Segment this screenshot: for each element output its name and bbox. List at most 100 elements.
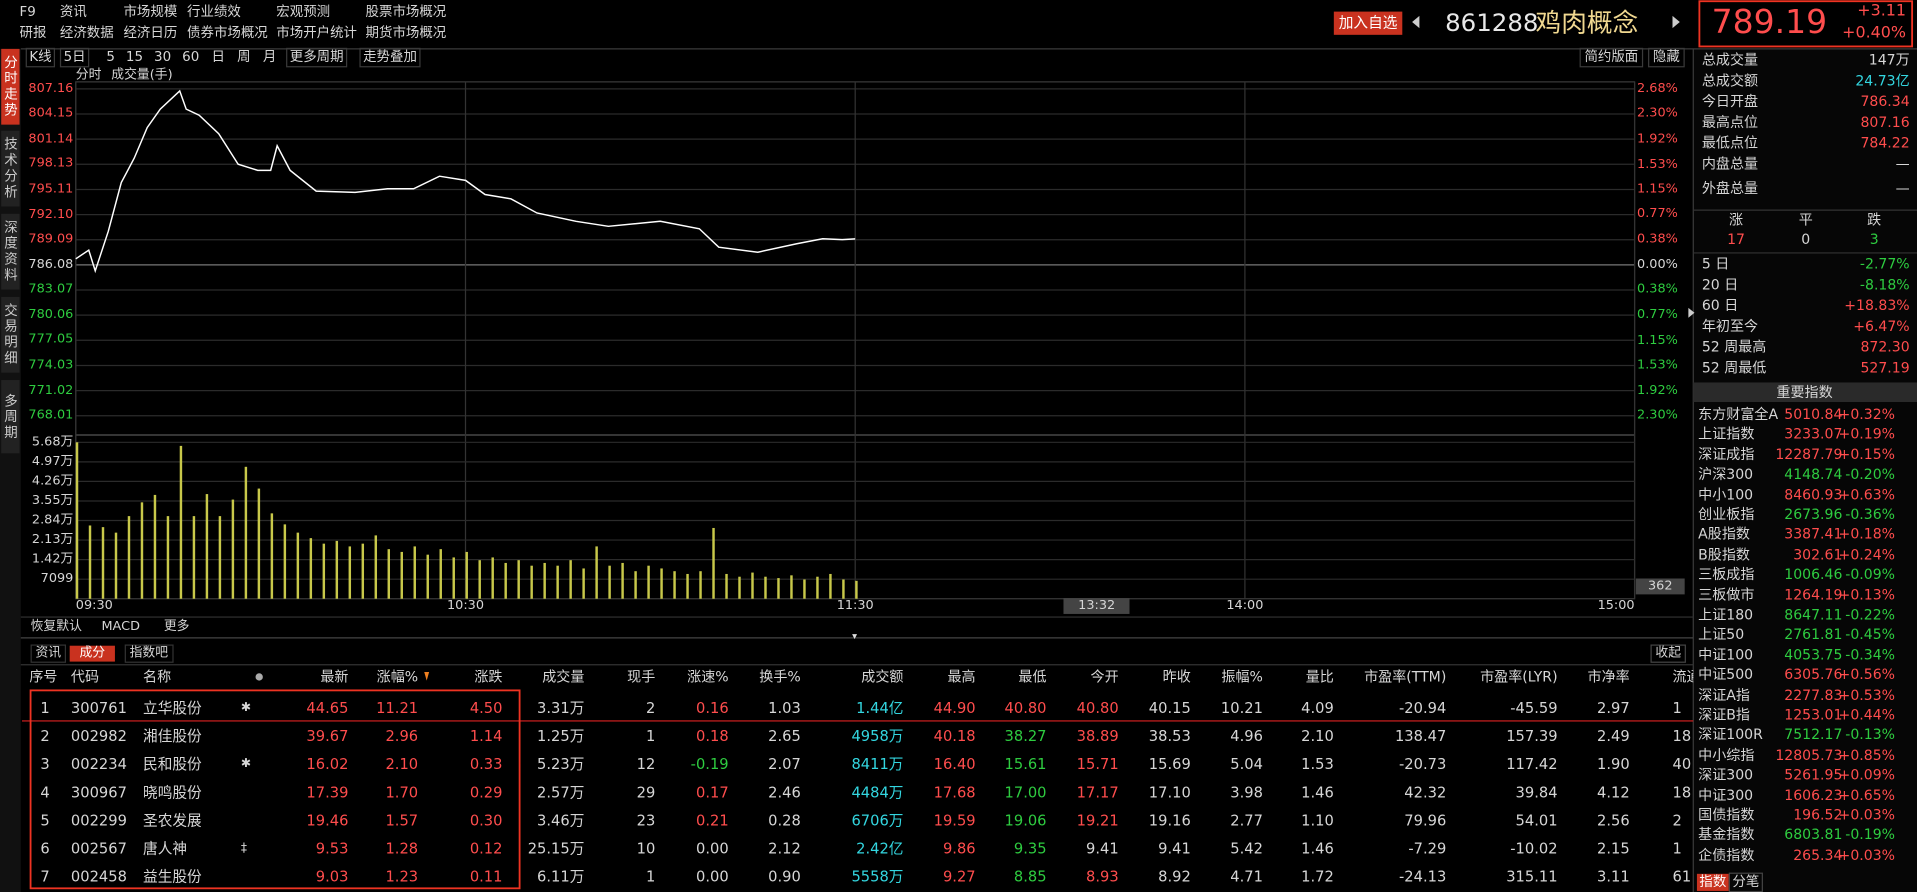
toolbar-item[interactable]: 周 bbox=[237, 49, 251, 65]
row-flag: ‡ bbox=[240, 841, 247, 856]
column-header[interactable]: 名称 bbox=[143, 668, 172, 686]
side-tab[interactable]: 深度资料 bbox=[1, 213, 20, 290]
toolbar-item[interactable]: 15 bbox=[125, 49, 144, 65]
column-header[interactable]: 最新 bbox=[320, 668, 349, 686]
column-header[interactable]: 换手% bbox=[759, 668, 801, 686]
toolbar-item[interactable]: 5 bbox=[106, 49, 115, 65]
table-cell: 9.86 bbox=[942, 840, 976, 858]
index-value: 4148.74 bbox=[1784, 465, 1843, 483]
side-tab[interactable]: 多周期 bbox=[1, 380, 20, 454]
column-header[interactable]: 市盈率(TTM) bbox=[1364, 668, 1447, 686]
index-value: 5010.84 bbox=[1784, 405, 1843, 423]
y2-tick-label: 1.53% bbox=[1637, 156, 1678, 172]
table-tab[interactable]: 资讯 bbox=[30, 644, 67, 663]
toolbar-item[interactable]: 走势叠加 bbox=[359, 47, 421, 68]
table-cell: 6 bbox=[40, 840, 50, 858]
column-header[interactable]: 现手 bbox=[627, 668, 656, 686]
table-cell: 17.17 bbox=[1076, 783, 1119, 801]
index-name: 上证50 bbox=[1698, 625, 1745, 643]
column-header[interactable]: 最高 bbox=[947, 668, 976, 686]
column-header[interactable]: 最低 bbox=[1018, 668, 1047, 686]
table-cell: 9.27 bbox=[942, 868, 976, 886]
table-cell: 3.46万 bbox=[537, 811, 585, 830]
menu-item[interactable]: 债券市场概况 bbox=[187, 24, 268, 41]
toolbar-item[interactable]: 隐藏 bbox=[1648, 47, 1685, 68]
table-cell: 17.10 bbox=[1148, 783, 1191, 801]
collapse-button[interactable]: 收起 bbox=[1650, 644, 1686, 663]
index-name: 基金指数 bbox=[1698, 826, 1755, 844]
column-header[interactable]: 昨收 bbox=[1162, 668, 1191, 686]
menu-item[interactable]: F9 bbox=[19, 3, 36, 20]
column-header[interactable]: 序号 bbox=[29, 668, 58, 686]
indicator-tab[interactable]: 更多 bbox=[163, 618, 190, 634]
toolbar-item[interactable]: 5日 bbox=[59, 47, 90, 68]
index-tab[interactable]: 分笔 bbox=[1728, 872, 1763, 892]
column-header[interactable]: 涨跌 bbox=[474, 668, 503, 686]
sort-arrow[interactable] bbox=[424, 672, 430, 681]
right-panel bbox=[1693, 48, 1917, 892]
volume-bar bbox=[348, 546, 352, 599]
table-cell: -0.19 bbox=[690, 755, 729, 773]
toolbar-item[interactable]: K线 bbox=[25, 47, 56, 68]
toolbar-item[interactable]: 月 bbox=[262, 49, 277, 65]
side-tab[interactable]: 分时走势 bbox=[1, 48, 20, 125]
prev-arrow[interactable] bbox=[1412, 15, 1420, 29]
toolbar-item[interactable]: 30 bbox=[154, 49, 172, 65]
index-name: 沪深300 bbox=[1698, 465, 1754, 483]
next-arrow[interactable] bbox=[1672, 15, 1680, 29]
column-header[interactable]: 市净率 bbox=[1587, 668, 1630, 686]
menu-item[interactable]: 行业绩效 bbox=[187, 3, 241, 20]
index-name: 中证100 bbox=[1698, 645, 1754, 664]
index-value: 4053.75 bbox=[1784, 645, 1843, 664]
column-header[interactable]: 量比 bbox=[1305, 668, 1334, 686]
toolbar-item[interactable]: 日 bbox=[211, 49, 225, 65]
x-tick-label: 09:30 bbox=[75, 598, 113, 613]
menu-item[interactable]: 宏观预测 bbox=[276, 3, 331, 20]
index-name: 上证180 bbox=[1698, 605, 1754, 623]
stat-label: 总成交额 bbox=[1701, 71, 1759, 89]
toolbar-item[interactable]: 简约版面 bbox=[1579, 47, 1644, 68]
y2-tick-label: 0.77% bbox=[1637, 206, 1678, 221]
add-watchlist-button[interactable]: 加入自选 bbox=[1333, 11, 1403, 35]
column-header[interactable]: 涨幅% bbox=[376, 668, 419, 686]
table-cell: 002234 bbox=[70, 755, 127, 773]
index-tab[interactable]: 指数 bbox=[1696, 873, 1729, 891]
table-cell: 2.65 bbox=[768, 727, 801, 745]
table-cell: 4484万 bbox=[851, 783, 904, 801]
x-tick-label: 10:30 bbox=[446, 598, 484, 613]
menu-item[interactable]: 资讯 bbox=[59, 3, 87, 20]
column-header[interactable]: 振幅% bbox=[1221, 668, 1263, 686]
column-header[interactable]: 成交额 bbox=[861, 668, 904, 686]
table-tab[interactable]: 指数吧 bbox=[124, 644, 173, 663]
column-header[interactable]: 今开 bbox=[1090, 668, 1119, 686]
menu-item[interactable]: 股票市场概况 bbox=[365, 3, 447, 20]
toolbar-item[interactable]: 更多周期 bbox=[286, 47, 348, 68]
table-tab[interactable]: 成分 bbox=[69, 645, 115, 662]
menu-item[interactable]: 经济数据 bbox=[59, 24, 114, 41]
menu-item[interactable]: 研报 bbox=[19, 24, 47, 41]
menu-item[interactable]: 市场开户统计 bbox=[276, 24, 357, 41]
column-header[interactable]: 成交量 bbox=[542, 668, 585, 686]
indicator-tab[interactable]: MACD bbox=[101, 618, 140, 634]
menu-item[interactable]: 经济日历 bbox=[123, 24, 178, 41]
column-header[interactable]: 代码 bbox=[70, 668, 100, 686]
table-cell: 0.90 bbox=[768, 868, 801, 886]
column-header[interactable]: 涨速% bbox=[687, 668, 729, 686]
index-name: 三板做市 bbox=[1698, 585, 1755, 603]
column-header[interactable]: 流通 bbox=[1672, 668, 1693, 686]
side-tab[interactable]: 技术分析 bbox=[1, 130, 20, 207]
table-cell: 0.18 bbox=[695, 727, 729, 745]
table-cell: 12 bbox=[636, 755, 656, 773]
table-cell: 2 bbox=[645, 699, 656, 717]
indicator-tab[interactable]: 恢复默认 bbox=[30, 618, 82, 634]
menu-item[interactable]: 市场规模 bbox=[123, 3, 178, 20]
menu-item[interactable]: 期货市场概况 bbox=[365, 24, 447, 41]
table-cell: 2.77 bbox=[1230, 811, 1263, 830]
table-cell: 3.11 bbox=[1597, 868, 1630, 886]
column-header[interactable]: 市盈率(LYR) bbox=[1480, 668, 1558, 686]
toolbar-item[interactable]: 60 bbox=[182, 49, 200, 65]
volume-bar bbox=[88, 525, 92, 599]
volume-bar bbox=[296, 532, 300, 599]
panel-toggle[interactable] bbox=[1688, 307, 1695, 318]
side-tab[interactable]: 交易明细 bbox=[1, 296, 20, 373]
